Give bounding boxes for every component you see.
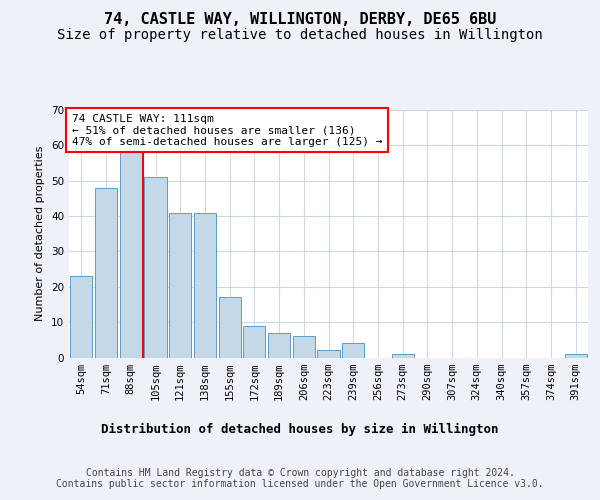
Bar <box>95 188 117 358</box>
Text: Distribution of detached houses by size in Willington: Distribution of detached houses by size … <box>101 422 499 436</box>
Bar <box>218 298 241 358</box>
Bar <box>317 350 340 358</box>
Y-axis label: Number of detached properties: Number of detached properties <box>35 146 46 322</box>
Bar <box>70 276 92 357</box>
Bar <box>119 152 142 358</box>
Bar <box>194 212 216 358</box>
Bar <box>565 354 587 358</box>
Text: Size of property relative to detached houses in Willington: Size of property relative to detached ho… <box>57 28 543 42</box>
Bar <box>243 326 265 358</box>
Text: 74 CASTLE WAY: 111sqm
← 51% of detached houses are smaller (136)
47% of semi-det: 74 CASTLE WAY: 111sqm ← 51% of detached … <box>71 114 382 147</box>
Bar <box>169 212 191 358</box>
Bar <box>145 177 167 358</box>
Bar <box>293 336 315 357</box>
Text: Contains HM Land Registry data © Crown copyright and database right 2024.
Contai: Contains HM Land Registry data © Crown c… <box>56 468 544 489</box>
Bar <box>342 344 364 357</box>
Text: 74, CASTLE WAY, WILLINGTON, DERBY, DE65 6BU: 74, CASTLE WAY, WILLINGTON, DERBY, DE65 … <box>104 12 496 28</box>
Bar <box>268 333 290 357</box>
Bar <box>392 354 414 358</box>
